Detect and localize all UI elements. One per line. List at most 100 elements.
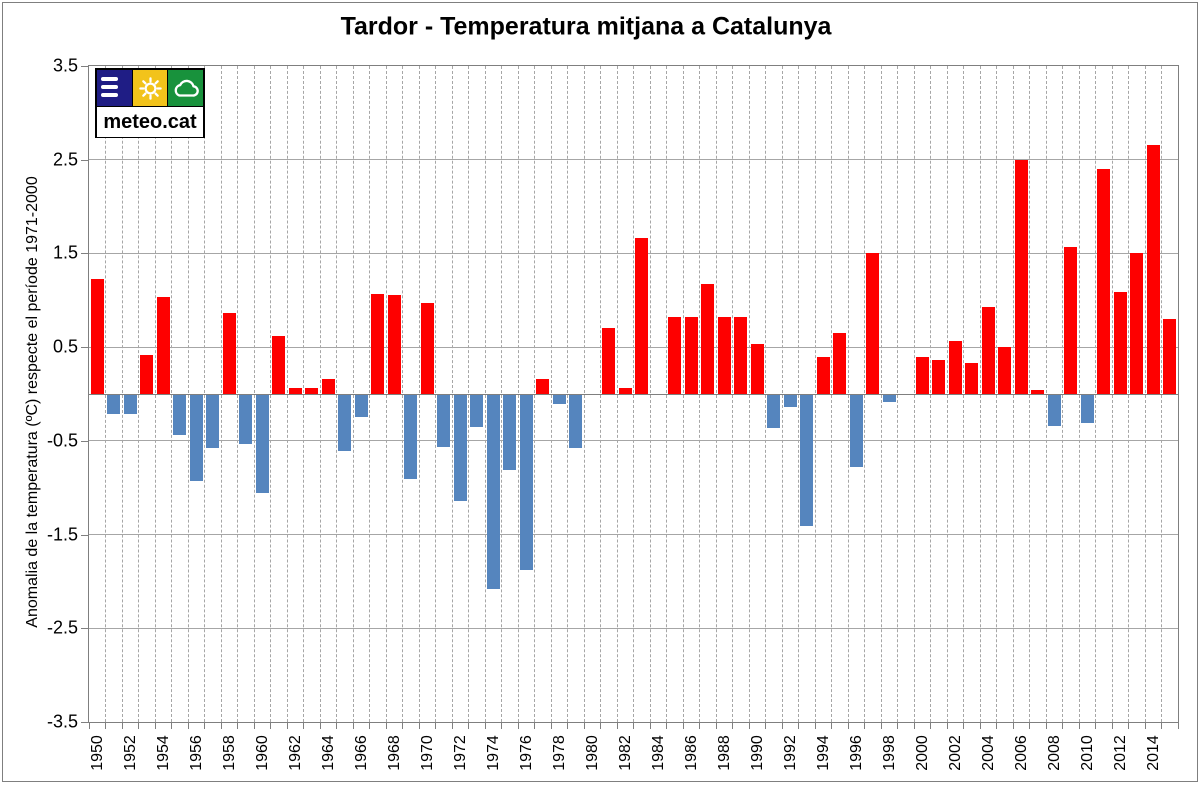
y-tick-label: 1.5 — [52, 242, 78, 263]
x-tick-label: 1998 — [881, 735, 899, 771]
x-tick-label: 1976 — [518, 735, 536, 771]
bar-1972 — [453, 395, 467, 501]
x-tick-mark — [864, 723, 865, 729]
bar-1983 — [635, 238, 649, 394]
x-tick-label: 2004 — [980, 735, 998, 771]
x-tick-mark — [105, 723, 106, 729]
sun-glyph — [138, 76, 162, 100]
x-tick-mark — [831, 723, 832, 729]
x-tick-label: 1952 — [122, 735, 140, 771]
x-tick-mark — [979, 723, 981, 729]
x-tick-mark — [1045, 723, 1047, 729]
y-tick-mark — [81, 722, 88, 723]
x-tick-mark — [1095, 723, 1096, 729]
x-tick-mark — [732, 723, 733, 729]
x-tick-mark — [600, 723, 601, 729]
x-tick-label: 1978 — [551, 735, 569, 771]
cloud-glyph — [174, 79, 199, 97]
x-tick-label: 1960 — [254, 735, 272, 771]
bar-1964 — [321, 379, 335, 394]
x-tick-label: 1992 — [782, 735, 800, 771]
x-tick-label: 1990 — [749, 735, 767, 771]
sun-icon — [132, 70, 168, 106]
x-tick-mark — [154, 723, 156, 729]
x-tick-mark — [187, 723, 189, 729]
bar-1974 — [486, 395, 500, 589]
bar-1992 — [783, 395, 797, 408]
x-tick-mark — [1128, 723, 1129, 729]
y-tick-label: 2.5 — [52, 149, 78, 170]
bar-1978 — [552, 395, 566, 405]
bar-1979 — [569, 395, 583, 449]
y-tick-label: -1.5 — [46, 524, 78, 545]
y-tick-mark — [81, 253, 88, 255]
x-tick-label: 2014 — [1145, 735, 1163, 771]
bar-1993 — [800, 395, 814, 527]
bar-1989 — [734, 317, 748, 394]
x-tick-mark — [468, 723, 469, 729]
bar-1977 — [536, 379, 550, 394]
x-tick-label: 1958 — [221, 735, 239, 771]
y-tick-mark — [81, 66, 88, 67]
bar-2007 — [1031, 390, 1045, 394]
x-tick-label: 1950 — [89, 735, 107, 771]
y-tick-label: -0.5 — [46, 430, 78, 451]
bar-2011 — [1097, 169, 1111, 394]
x-tick-mark — [633, 723, 634, 729]
cloud-icon — [168, 70, 204, 106]
bar-1961 — [272, 335, 286, 394]
x-tick-mark — [1177, 723, 1179, 729]
x-tick-label: 1982 — [617, 735, 635, 771]
x-tick-mark — [237, 723, 238, 729]
x-tick-mark — [682, 723, 684, 729]
x-tick-label: 1970 — [419, 735, 437, 771]
bar-2004 — [981, 306, 995, 394]
x-tick-label: 1986 — [683, 735, 701, 771]
bar-1965 — [338, 395, 352, 452]
bar-2010 — [1080, 395, 1094, 424]
x-tick-mark — [138, 723, 139, 729]
x-tick-label: 1972 — [452, 735, 470, 771]
x-tick-mark — [1111, 723, 1113, 729]
x-tick-mark — [1012, 723, 1014, 729]
bar-1963 — [305, 388, 319, 394]
bar-2001 — [932, 360, 946, 394]
x-tick-mark — [385, 723, 387, 729]
bar-2008 — [1047, 395, 1061, 426]
x-tick-label: 1980 — [584, 735, 602, 771]
bar-1998 — [882, 395, 896, 402]
x-tick-mark — [303, 723, 304, 729]
bar-1951 — [107, 395, 121, 414]
x-tick-mark — [336, 723, 337, 729]
bar-2002 — [948, 340, 962, 394]
meteocat-logo: meteo.cat — [95, 68, 205, 138]
x-tick-label: 1988 — [716, 735, 734, 771]
bar-1985 — [668, 317, 682, 394]
x-tick-mark — [451, 723, 453, 729]
plot-area — [88, 65, 1179, 723]
x-tick-label: 1974 — [485, 735, 503, 771]
x-tick-mark — [435, 723, 436, 729]
x-tick-mark — [534, 723, 535, 729]
x-tick-mark — [847, 723, 849, 729]
x-tick-label: 1956 — [188, 735, 206, 771]
bar-1969 — [404, 395, 418, 480]
bar-2003 — [965, 363, 979, 394]
logo-text: meteo.cat — [97, 106, 203, 137]
logo-squares — [97, 70, 204, 106]
y-tick-label: 0.5 — [52, 336, 78, 357]
bar-1950 — [90, 278, 104, 394]
bar-1967 — [371, 293, 385, 394]
bar-2005 — [998, 347, 1012, 394]
x-tick-label: 2010 — [1079, 735, 1097, 771]
bar-1959 — [239, 395, 253, 444]
x-tick-label: 2002 — [947, 735, 965, 771]
x-tick-mark — [1029, 723, 1030, 729]
x-tick-mark — [369, 723, 370, 729]
y-tick-mark — [81, 440, 88, 442]
bar-1966 — [354, 395, 368, 417]
x-tick-mark — [748, 723, 750, 729]
x-tick-mark — [897, 723, 898, 729]
x-tick-mark — [418, 723, 420, 729]
bar-1973 — [470, 395, 484, 427]
